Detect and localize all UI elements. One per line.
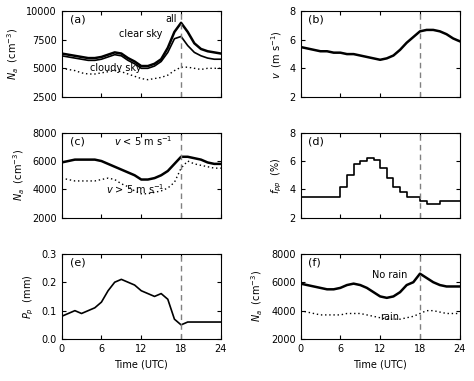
Y-axis label: $N_a$  (cm$^{-3}$): $N_a$ (cm$^{-3}$) bbox=[5, 28, 20, 80]
Text: (d): (d) bbox=[309, 136, 324, 146]
X-axis label: Time (UTC): Time (UTC) bbox=[114, 360, 168, 370]
Text: No rain: No rain bbox=[372, 270, 408, 280]
Text: rain: rain bbox=[380, 312, 399, 322]
Y-axis label: $f_{pp}$  (%): $f_{pp}$ (%) bbox=[269, 157, 284, 194]
Text: $v$ > 5 m s$^{-1}$: $v$ > 5 m s$^{-1}$ bbox=[106, 182, 165, 196]
Text: cloudy sky: cloudy sky bbox=[90, 63, 142, 73]
Text: clear sky: clear sky bbox=[119, 29, 162, 39]
Y-axis label: $N_a$  (cm$^{-3}$): $N_a$ (cm$^{-3}$) bbox=[11, 149, 27, 201]
Text: (a): (a) bbox=[70, 15, 85, 25]
Text: $v$ < 5 m s$^{-1}$: $v$ < 5 m s$^{-1}$ bbox=[114, 134, 173, 148]
Y-axis label: $N_a$  (cm$^{-3}$): $N_a$ (cm$^{-3}$) bbox=[250, 271, 265, 322]
Y-axis label: $v$  (m s$^{-1}$): $v$ (m s$^{-1}$) bbox=[269, 30, 284, 78]
X-axis label: Time (UTC): Time (UTC) bbox=[353, 360, 407, 370]
Text: (f): (f) bbox=[309, 257, 321, 267]
Text: (c): (c) bbox=[70, 136, 84, 146]
Text: (b): (b) bbox=[309, 15, 324, 25]
Text: all: all bbox=[165, 14, 177, 24]
Y-axis label: $P_p$  (mm): $P_p$ (mm) bbox=[21, 274, 36, 319]
Text: (e): (e) bbox=[70, 257, 85, 267]
